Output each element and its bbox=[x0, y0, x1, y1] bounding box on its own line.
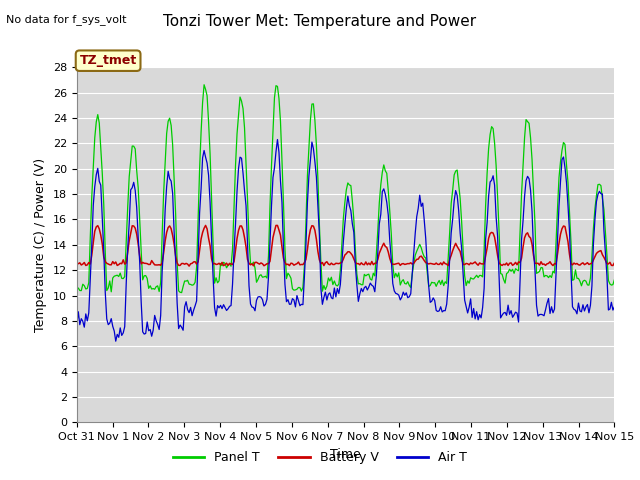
Legend: Panel T, Battery V, Air T: Panel T, Battery V, Air T bbox=[168, 446, 472, 469]
Line: Air T: Air T bbox=[77, 140, 614, 341]
X-axis label: Time: Time bbox=[330, 448, 361, 461]
Panel T bbox=[263, 275, 271, 281]
Air T bbox=[253, 298, 260, 303]
Battery V bbox=[73, 261, 81, 266]
Battery V bbox=[202, 223, 209, 228]
Air T bbox=[112, 338, 120, 344]
Air T bbox=[611, 304, 618, 310]
Panel T bbox=[584, 282, 591, 288]
Text: Tonzi Tower Met: Temperature and Power: Tonzi Tower Met: Temperature and Power bbox=[163, 14, 477, 29]
Text: TZ_tmet: TZ_tmet bbox=[79, 54, 137, 67]
Panel T bbox=[178, 290, 186, 296]
Battery V bbox=[254, 261, 262, 266]
Panel T bbox=[200, 82, 208, 88]
Air T bbox=[73, 322, 81, 327]
Battery V bbox=[263, 261, 271, 266]
Panel T bbox=[73, 287, 81, 293]
Air T bbox=[140, 331, 148, 337]
Air T bbox=[262, 301, 269, 307]
Air T bbox=[274, 137, 282, 143]
Line: Battery V: Battery V bbox=[77, 226, 614, 266]
Panel T bbox=[139, 277, 147, 283]
Battery V bbox=[236, 223, 244, 229]
Panel T bbox=[236, 94, 244, 100]
Y-axis label: Temperature (C) / Power (V): Temperature (C) / Power (V) bbox=[35, 158, 47, 332]
Air T bbox=[584, 301, 591, 307]
Panel T bbox=[311, 118, 319, 123]
Battery V bbox=[611, 260, 618, 266]
Battery V bbox=[139, 260, 147, 265]
Text: No data for f_sys_volt: No data for f_sys_volt bbox=[6, 14, 127, 25]
Panel T bbox=[611, 277, 618, 283]
Battery V bbox=[311, 228, 319, 233]
Battery V bbox=[185, 263, 193, 269]
Line: Panel T: Panel T bbox=[77, 85, 614, 293]
Panel T bbox=[254, 276, 262, 282]
Air T bbox=[235, 166, 243, 171]
Air T bbox=[311, 159, 319, 165]
Battery V bbox=[584, 260, 591, 265]
